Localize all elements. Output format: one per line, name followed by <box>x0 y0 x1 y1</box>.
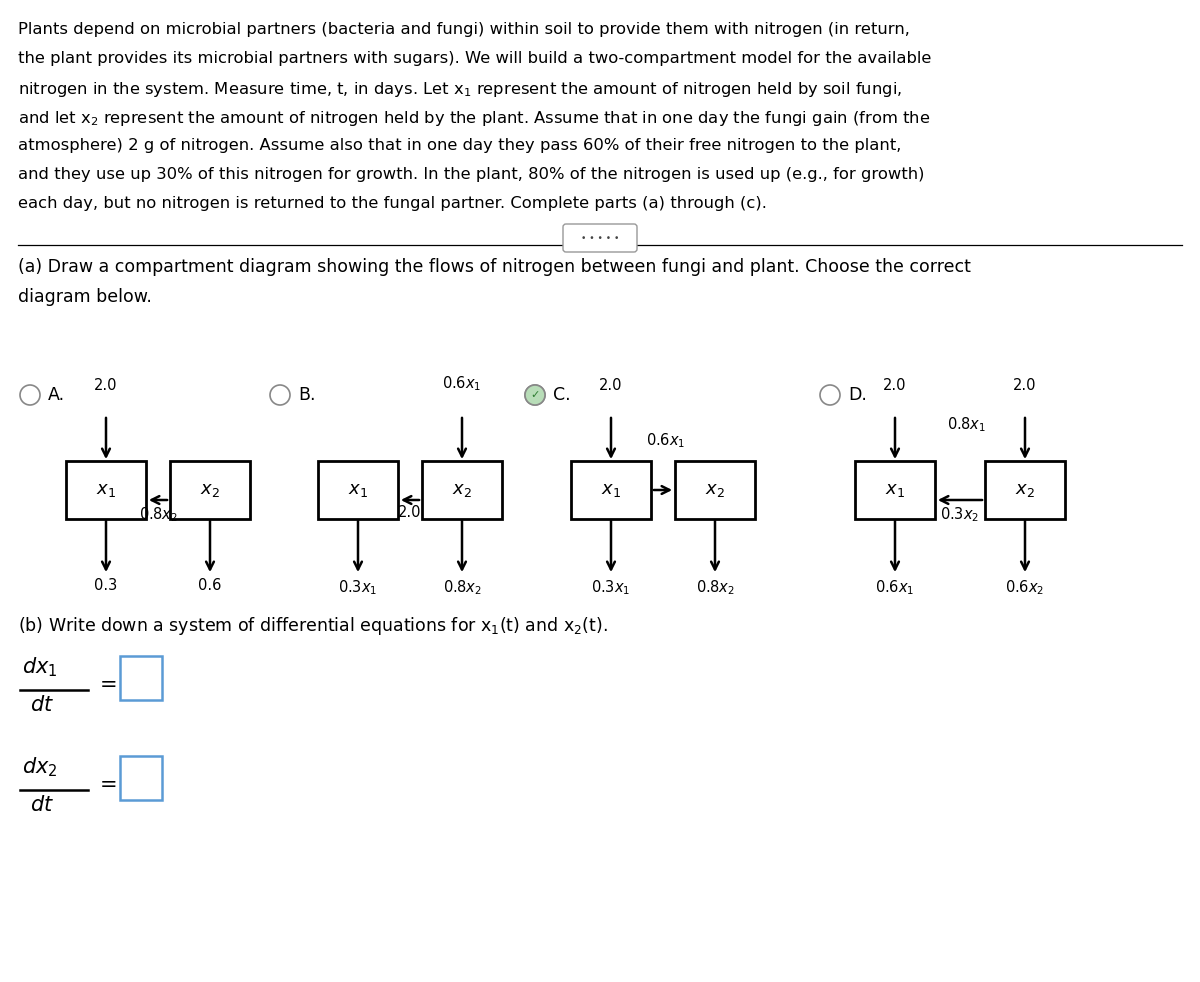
Text: 2.0: 2.0 <box>95 378 118 393</box>
Text: =: = <box>100 675 118 695</box>
Text: $x_2$: $x_2$ <box>706 481 725 499</box>
Text: and they use up 30% of this nitrogen for growth. In the plant, 80% of the nitrog: and they use up 30% of this nitrogen for… <box>18 167 924 182</box>
Text: Plants depend on microbial partners (bacteria and fungi) within soil to provide : Plants depend on microbial partners (bac… <box>18 22 910 37</box>
Text: $x_2$: $x_2$ <box>200 481 220 499</box>
Text: 2.0: 2.0 <box>1013 378 1037 393</box>
Text: $0.6x_1$: $0.6x_1$ <box>443 374 481 393</box>
Text: C.: C. <box>553 386 571 404</box>
Text: $x_1$: $x_1$ <box>96 481 116 499</box>
FancyBboxPatch shape <box>674 461 755 519</box>
Text: $x_1$: $x_1$ <box>601 481 620 499</box>
FancyBboxPatch shape <box>120 656 162 700</box>
Text: $x_2$: $x_2$ <box>452 481 472 499</box>
Text: 0.3: 0.3 <box>95 578 118 593</box>
FancyBboxPatch shape <box>120 756 162 800</box>
Text: nitrogen in the system. Measure time, t, in days. Let x$_1$ represent the amount: nitrogen in the system. Measure time, t,… <box>18 80 902 99</box>
Text: $0.8x_2$: $0.8x_2$ <box>696 578 734 597</box>
Text: =: = <box>100 775 118 795</box>
FancyBboxPatch shape <box>170 461 250 519</box>
Text: $x_1$: $x_1$ <box>886 481 905 499</box>
Circle shape <box>20 385 40 405</box>
Circle shape <box>820 385 840 405</box>
FancyBboxPatch shape <box>571 461 650 519</box>
Text: $x_1$: $x_1$ <box>348 481 368 499</box>
Circle shape <box>270 385 290 405</box>
Text: • • • • •: • • • • • <box>581 234 619 243</box>
Text: $x_2$: $x_2$ <box>1015 481 1034 499</box>
Text: atmosphere) 2 g of nitrogen. Assume also that in one day they pass 60% of their : atmosphere) 2 g of nitrogen. Assume also… <box>18 138 901 153</box>
Text: ✓: ✓ <box>530 390 540 400</box>
FancyBboxPatch shape <box>563 224 637 252</box>
Text: each day, but no nitrogen is returned to the fungal partner. Complete parts (a) : each day, but no nitrogen is returned to… <box>18 196 767 211</box>
Circle shape <box>526 385 545 405</box>
FancyBboxPatch shape <box>66 461 146 519</box>
FancyBboxPatch shape <box>318 461 398 519</box>
Text: $0.6x_2$: $0.6x_2$ <box>1006 578 1045 597</box>
FancyBboxPatch shape <box>422 461 502 519</box>
Text: 0.6: 0.6 <box>198 578 222 593</box>
Circle shape <box>526 385 545 405</box>
Text: $0.3x_1$: $0.3x_1$ <box>592 578 631 597</box>
Text: the plant provides its microbial partners with sugars). We will build a two-comp: the plant provides its microbial partner… <box>18 51 931 66</box>
Text: D.: D. <box>848 386 866 404</box>
Text: 2.0: 2.0 <box>599 378 623 393</box>
Text: $dx_1$: $dx_1$ <box>22 655 58 679</box>
Text: $0.6x_1$: $0.6x_1$ <box>875 578 914 597</box>
Text: B.: B. <box>298 386 316 404</box>
Text: (a) Draw a compartment diagram showing the flows of nitrogen between fungi and p: (a) Draw a compartment diagram showing t… <box>18 258 971 276</box>
Text: A.: A. <box>48 386 65 404</box>
Text: $dt$: $dt$ <box>30 795 54 815</box>
Text: and let x$_2$ represent the amount of nitrogen held by the plant. Assume that in: and let x$_2$ represent the amount of ni… <box>18 109 930 128</box>
Text: $0.8x_1$: $0.8x_1$ <box>947 415 986 434</box>
Text: 2.0: 2.0 <box>398 505 421 520</box>
FancyBboxPatch shape <box>854 461 935 519</box>
Text: 2.0: 2.0 <box>883 378 907 393</box>
Text: $0.8x_2$: $0.8x_2$ <box>138 505 178 523</box>
Text: $dt$: $dt$ <box>30 695 54 715</box>
Text: $0.3x_2$: $0.3x_2$ <box>941 505 979 523</box>
FancyBboxPatch shape <box>985 461 1066 519</box>
Text: $0.6x_1$: $0.6x_1$ <box>647 431 685 450</box>
Text: $0.8x_2$: $0.8x_2$ <box>443 578 481 597</box>
Text: diagram below.: diagram below. <box>18 288 152 306</box>
Text: $0.3x_1$: $0.3x_1$ <box>338 578 378 597</box>
Text: $dx_2$: $dx_2$ <box>22 755 58 779</box>
Text: (b) Write down a system of differential equations for x$_1$(t) and x$_2$(t).: (b) Write down a system of differential … <box>18 615 608 637</box>
